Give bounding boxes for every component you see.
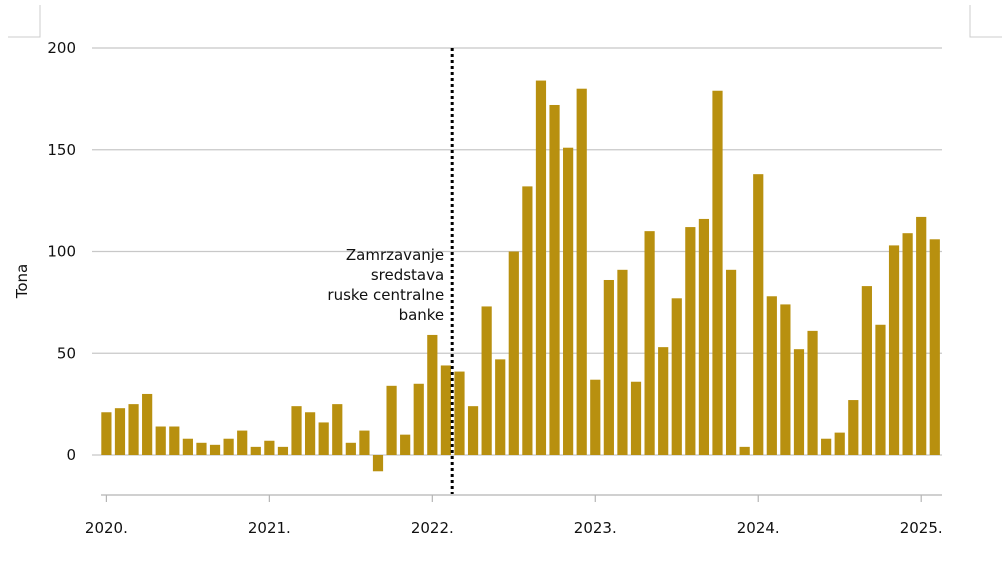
x-tick-label: 2021.: [248, 519, 291, 537]
corner-mark-right: [969, 5, 1002, 38]
bar: [291, 406, 302, 455]
bar: [644, 231, 655, 455]
bar: [807, 330, 818, 455]
bar: [454, 371, 465, 455]
bar: [780, 304, 791, 455]
corner-mark-left: [8, 5, 41, 38]
y-axis-ticks: 0 50 100 150 200: [47, 39, 76, 464]
x-tick-label: 2022.: [411, 519, 454, 537]
bar: [182, 438, 193, 455]
bar: [386, 385, 397, 455]
bar: [114, 408, 126, 455]
bars: [101, 80, 940, 472]
bar: [658, 347, 669, 455]
bar: [671, 298, 682, 455]
bar: [821, 438, 832, 455]
bar: [861, 286, 872, 455]
annotation-text-line: Zamrzavanje: [346, 246, 444, 264]
x-tick-label: 2025.: [900, 519, 943, 537]
annotation-text-line: sredstava: [371, 266, 444, 284]
bar: [440, 365, 451, 455]
bar: [481, 306, 492, 455]
bar: [250, 446, 261, 455]
bar: [916, 216, 927, 455]
y-axis-label: Tona: [13, 264, 31, 300]
bar: [875, 324, 886, 455]
bar: [305, 412, 316, 455]
y-tick-label: 200: [47, 39, 76, 57]
annotation-text-line: ruske centralne: [327, 286, 444, 304]
bar: [427, 334, 438, 455]
y-tick-label: 0: [66, 446, 76, 464]
bar: [332, 404, 343, 456]
bar: [413, 383, 424, 455]
y-tick-label: 150: [47, 141, 76, 159]
bar: [495, 359, 506, 455]
y-tick-label: 50: [57, 344, 76, 362]
bar: [698, 218, 710, 455]
bar: [712, 90, 723, 456]
bar: [209, 444, 221, 455]
bar: [848, 400, 859, 455]
bar: [603, 279, 614, 455]
bar: [888, 245, 900, 455]
bar: [237, 430, 248, 455]
y-tick-label: 100: [47, 243, 76, 261]
bar: [359, 430, 370, 455]
annotation-group: Zamrzavanje sredstava ruske centralne banke: [327, 48, 454, 494]
bar: [101, 412, 112, 455]
bar: [590, 379, 601, 455]
x-tick-label: 2023.: [574, 519, 617, 537]
x-tick-label: 2020.: [85, 519, 128, 537]
x-axis: 2020. 2021. 2022. 2023. 2024. 2025.: [85, 494, 943, 537]
bar: [685, 227, 696, 455]
bar: [522, 186, 533, 455]
bar: [142, 393, 153, 455]
bar: [563, 147, 574, 455]
bar: [834, 432, 845, 455]
bar: [128, 404, 139, 456]
bar: [549, 104, 560, 455]
bar: [753, 174, 764, 456]
bar: [617, 269, 628, 455]
bar: [929, 239, 940, 455]
bar: [766, 296, 777, 455]
bar: [400, 434, 411, 455]
bar: [725, 269, 737, 455]
bar: [277, 446, 289, 455]
x-tick-label: 2024.: [737, 519, 780, 537]
bar: [196, 442, 207, 455]
bar: [223, 438, 234, 455]
bar: [902, 233, 913, 455]
bar: [345, 442, 356, 455]
bar: [467, 406, 479, 455]
bar: [264, 440, 275, 455]
bar: [318, 422, 329, 455]
bar: [155, 426, 166, 455]
bar: [535, 80, 547, 455]
bar: [739, 446, 750, 455]
annotation-text-line: banke: [399, 306, 445, 324]
bar: [630, 381, 642, 455]
bar: [508, 251, 519, 455]
bar: [576, 88, 587, 455]
bar: [793, 349, 805, 455]
bar: [169, 426, 180, 455]
bar: [372, 455, 384, 472]
